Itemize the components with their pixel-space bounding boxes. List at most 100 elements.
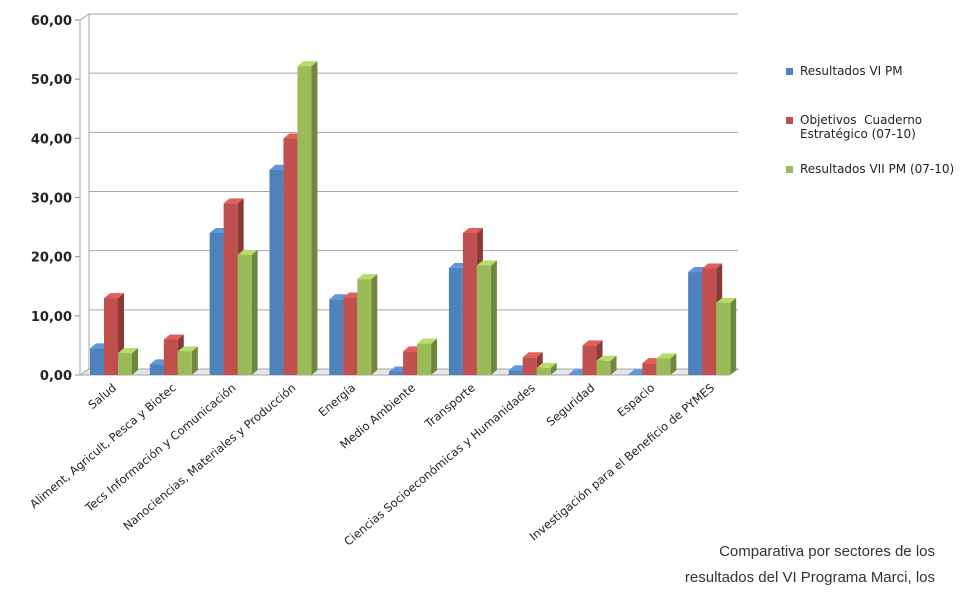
bar-side xyxy=(431,338,438,375)
bar-front xyxy=(329,299,344,375)
legend-label: Objetivos Cuaderno Estratégico (07-10) xyxy=(800,113,926,141)
bar-front xyxy=(389,371,404,375)
bar-front xyxy=(417,343,432,375)
category-label: Seguridad xyxy=(544,381,598,429)
bar xyxy=(118,348,138,375)
bar-top xyxy=(596,355,617,361)
bar xyxy=(476,260,497,375)
bar-front xyxy=(90,348,104,375)
y-tick-label: 50,00 xyxy=(31,73,72,88)
bar-side xyxy=(610,355,617,375)
bar-front xyxy=(642,363,657,375)
bar-top xyxy=(177,346,198,352)
category-label: Salud xyxy=(85,381,119,412)
bar-top xyxy=(357,274,378,280)
legend-label: Resultados VI PM xyxy=(800,64,903,78)
legend-item-series-2: Objetivos Cuaderno Estratégico (07-10) xyxy=(786,113,936,141)
bar xyxy=(596,355,617,375)
chart-walls xyxy=(78,13,740,376)
bar-front xyxy=(508,370,523,375)
bar-front xyxy=(209,233,224,375)
bar-front xyxy=(716,302,731,375)
bar xyxy=(417,338,438,375)
bar xyxy=(716,297,737,375)
bar-top xyxy=(237,249,258,255)
bar-side xyxy=(490,260,497,375)
bar xyxy=(656,353,677,375)
bar-front xyxy=(223,203,238,375)
y-tick-label: 40,00 xyxy=(31,132,72,147)
bar-front xyxy=(656,358,671,375)
bar xyxy=(177,346,198,375)
bar-top xyxy=(522,352,543,358)
bar-side xyxy=(251,249,258,375)
bar-side xyxy=(132,348,138,375)
bar-top xyxy=(118,348,138,354)
category-label: Espacio xyxy=(614,381,657,420)
bar-front xyxy=(582,345,597,375)
y-tick-label: 10,00 xyxy=(31,310,72,325)
bar-front xyxy=(357,279,372,375)
bar-top xyxy=(104,293,124,299)
bar-front xyxy=(403,351,418,375)
legend-item-series-3: Resultados VII PM (07-10) xyxy=(786,162,954,176)
bar-top xyxy=(656,353,677,359)
y-axis-ticks: 0,00 10,00 20,00 30,00 40,00 50,00 60,00 xyxy=(31,14,72,384)
legend-swatch xyxy=(786,68,793,75)
bar-side xyxy=(550,362,557,375)
category-label: Transporte xyxy=(421,381,478,432)
bar-front xyxy=(237,254,252,375)
bar-top xyxy=(417,338,438,344)
caption-line-2: resultados del VI Programa Marci, los xyxy=(684,569,935,586)
bar-side xyxy=(670,353,677,375)
legend-label: Resultados VII PM (07-10) xyxy=(800,162,955,176)
bar-side xyxy=(191,346,198,375)
bar-front xyxy=(297,66,312,376)
y-tick-label: 60,00 xyxy=(31,14,72,29)
bar xyxy=(297,61,318,376)
caption: Comparativa por sectores de los resultad… xyxy=(575,539,935,591)
bar-front xyxy=(104,298,118,375)
legend-swatch xyxy=(786,117,793,124)
category-label: Energía xyxy=(316,381,358,420)
bar-front xyxy=(343,297,358,375)
bar-front xyxy=(536,367,551,375)
bar-front xyxy=(688,272,703,375)
bar xyxy=(536,362,557,375)
y-tick-label: 30,00 xyxy=(31,192,72,207)
gridlines xyxy=(75,13,738,376)
bar-front xyxy=(118,353,132,375)
bar-front xyxy=(702,268,717,375)
y-tick-label: 0,00 xyxy=(40,369,72,384)
bar-front xyxy=(177,351,192,375)
bar-top xyxy=(702,263,723,269)
bar-front xyxy=(149,364,164,375)
bar-side xyxy=(730,297,737,375)
bar-top xyxy=(163,334,184,340)
legend-swatch xyxy=(786,166,793,173)
caption-line-1: Comparativa por sectores de los xyxy=(719,543,935,560)
bar-top xyxy=(462,228,483,233)
bar-front xyxy=(522,357,537,375)
bar-front xyxy=(628,374,643,375)
bar-top xyxy=(223,198,244,204)
side-wall xyxy=(79,13,90,376)
bar-side xyxy=(311,61,318,376)
bar xyxy=(237,249,258,375)
bars xyxy=(90,61,737,376)
bar-front xyxy=(476,265,491,375)
bar-front xyxy=(568,374,583,375)
bar-top xyxy=(297,61,318,67)
bar-side xyxy=(371,274,378,375)
bar-front xyxy=(462,233,477,375)
y-tick-label: 20,00 xyxy=(31,251,72,266)
bar-top xyxy=(476,260,497,266)
bar-front xyxy=(283,138,298,375)
bar-top xyxy=(716,297,737,303)
bar-top xyxy=(582,340,603,346)
bar-front xyxy=(269,169,284,375)
bar-top xyxy=(536,362,557,368)
bar-front xyxy=(448,267,463,375)
